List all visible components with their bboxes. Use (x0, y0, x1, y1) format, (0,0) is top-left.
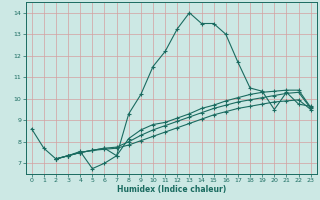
X-axis label: Humidex (Indice chaleur): Humidex (Indice chaleur) (116, 185, 226, 194)
